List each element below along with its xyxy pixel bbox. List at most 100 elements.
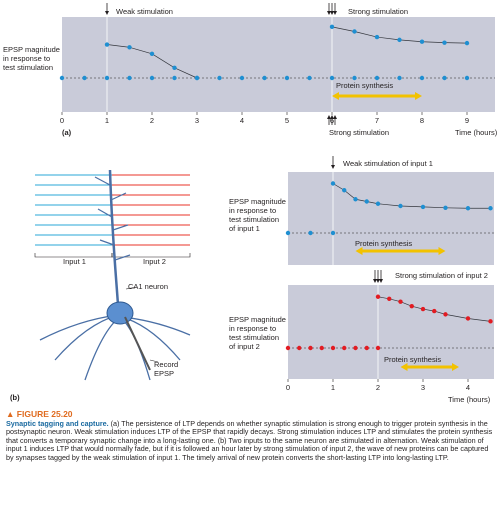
chart-b2-series-0-point: [398, 299, 403, 304]
chart-a-tick-label: 0: [60, 116, 64, 125]
chart-b1-series-0-point: [398, 203, 403, 209]
chart-a-baseline-point: [419, 75, 425, 81]
chart-b2-tick-label: 2: [376, 383, 380, 392]
chart-a-baseline-point: [82, 75, 87, 81]
chart-b2-series-0-point: [375, 294, 381, 299]
figure-label: ▲ FIGURE 25.20: [6, 409, 73, 419]
chart-b2-xlabel: Time (hours): [448, 395, 491, 404]
chart-b2-baseline-point: [330, 345, 336, 351]
neuron-diagram: [34, 169, 191, 381]
dendrite-branch: [97, 208, 113, 218]
figure-title: Synaptic tagging and capture.: [6, 418, 109, 428]
chart-b2-stim-arrow-head: [379, 279, 383, 283]
chart-a-baseline-point: [149, 75, 155, 81]
chart-b2-baseline-point: [353, 345, 358, 351]
chart-b2-baseline-point: [375, 345, 381, 351]
figure-caption: ▲ FIGURE 25.20 Synaptic tagging and capt…: [6, 410, 494, 463]
chart-b1-series-0-point: [364, 199, 369, 204]
ca1-pointer: [125, 286, 138, 290]
chart-b1-baseline-point: [285, 230, 291, 236]
chart-a-tick-label: 5: [285, 116, 289, 125]
chart-b2-baseline-point: [308, 345, 313, 351]
input-2-bracket: [111, 253, 191, 258]
chart-b2-series-0-point: [420, 306, 426, 312]
dendrite-branch: [114, 254, 131, 261]
chart-b1-series-0-point: [330, 181, 336, 186]
chart-a-series-1-point: [329, 24, 335, 30]
chart-b2-tick-label: 1: [331, 383, 335, 392]
chart-b1-protein-label: Protein synthesis: [355, 239, 413, 248]
chart-b1-series-0-point: [353, 197, 358, 202]
chart-a-series-1-point: [397, 37, 402, 43]
chart-b2-baseline-point: [319, 345, 324, 351]
chart-b1-series-0-point: [342, 188, 347, 193]
chart-a-plot-area: [62, 17, 495, 112]
input-2-label: Input 2: [143, 257, 166, 266]
chart-a-series-0-point: [149, 51, 155, 57]
chart-a-xlabel: Time (hours): [455, 128, 498, 137]
chart-a-baseline-point: [127, 75, 132, 81]
chart-b1-protein-arrow-right-head: [438, 247, 446, 255]
chart-a-series-1-point: [352, 29, 357, 34]
chart-b2-baseline-point: [297, 345, 302, 351]
chart-b2-tick-label: 3: [421, 383, 425, 392]
chart-b1-series-0-point: [420, 204, 426, 210]
chart-a-protein-arrow-right-head: [415, 92, 422, 100]
chart-a-series-0-point: [172, 65, 177, 70]
record-epsp-label: Record EPSP: [154, 360, 179, 378]
chart-a-strong-arrow-head: [327, 11, 331, 15]
figure-caption-body: (a) The persistence of LTP depends on wh…: [6, 418, 493, 462]
chart-a-series-1-point: [442, 40, 447, 45]
chart-a-baseline-point: [374, 75, 380, 81]
chart-b2-series-0-point: [443, 312, 448, 317]
panel-b-label: (b): [10, 393, 20, 402]
chart-b1-baseline-point: [308, 230, 313, 236]
chart-b2-protein-arrow-left-head: [400, 363, 408, 371]
chart-a-baseline-point: [104, 75, 110, 81]
chart-a-series-0-point: [194, 75, 200, 81]
chart-b2-stim-arrow-head: [376, 279, 380, 283]
chart-a-baseline-point: [397, 75, 402, 81]
chart-a-tick-label: 1: [105, 116, 109, 125]
chart-b2-plot-area: [288, 285, 494, 379]
chart-b2-baseline-point: [285, 345, 291, 351]
chart-a-baseline-point: [464, 75, 470, 81]
chart-a-panel-label: (a): [62, 128, 72, 137]
chart-a-baseline-point: [307, 75, 312, 81]
chart-a-baseline-point: [352, 75, 357, 81]
chart-b2-series-0-point: [409, 303, 414, 309]
chart-a-series-0-point: [104, 42, 110, 47]
chart-b2-ylabel: EPSP magnitude in response to test stimu…: [229, 315, 286, 351]
chart-a-strong-top-label: Strong stimulation: [348, 7, 409, 16]
chart-b1-stim-arrow-head: [331, 165, 335, 169]
chart-a-baseline-point: [442, 75, 447, 81]
chart-a-strong-bottom-label: Strong stimulation: [329, 128, 390, 137]
chart-b1-baseline-point: [330, 230, 336, 236]
chart-a-tick-label: 3: [195, 116, 199, 125]
chart-a-baseline-point: [217, 75, 222, 81]
chart-b2-tick-label: 0: [286, 383, 290, 392]
chart-b1-series-0-line: [332, 183, 491, 209]
chart-a-strong-arrow-head: [330, 11, 334, 15]
chart-b1-series-0-point: [375, 201, 381, 206]
dendrite-branch: [112, 224, 129, 231]
chart-b2-stim-label: Strong stimulation of input 2: [395, 271, 488, 280]
chart-a: 0123456789: [59, 3, 495, 125]
chart-a-series-1-point: [419, 39, 425, 44]
chart-b2-stim-arrow-head: [373, 279, 377, 283]
dendrite-branch: [110, 192, 127, 201]
chart-b1-stim-label: Weak stimulation of input 1: [343, 159, 433, 168]
chart-b2-series-0-point: [465, 316, 471, 321]
recording-electrode: [124, 316, 151, 371]
chart-b2-protein-label: Protein synthesis: [384, 355, 442, 364]
chart-a-baseline-point: [262, 75, 267, 81]
chart-b2-series-0-point: [432, 308, 437, 314]
chart-b2-series-0-point: [488, 319, 493, 324]
chart-a-weak-label: Weak stimulation: [116, 7, 173, 16]
record-pointer: [149, 359, 159, 363]
chart-a-strong-arrow-bottom-head: [333, 115, 337, 119]
chart-a-strong-arrow-bottom-head: [330, 115, 334, 119]
input-1-label: Input 1: [63, 257, 86, 266]
chart-a-tick-label: 7: [375, 116, 379, 125]
chart-a-tick-label: 2: [150, 116, 154, 125]
